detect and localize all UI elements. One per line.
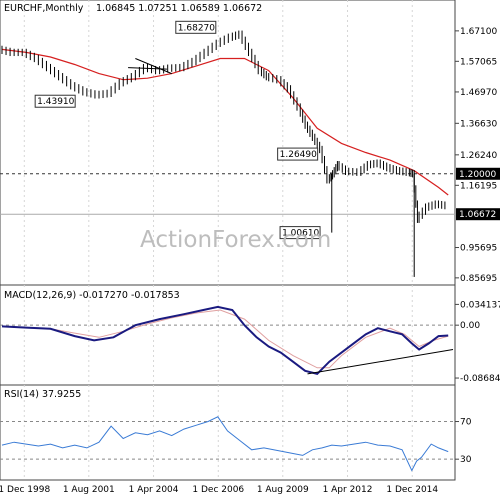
x-tick-label: 1 Aug 2001 — [63, 485, 115, 495]
price-layer: 1.20000 1.06672 1.68270 1.43910 1.26490 1.006… — [0, 20, 500, 277]
macd-trendline — [307, 349, 454, 375]
macd-line — [1, 305, 449, 376]
moving-average-line — [1, 48, 449, 196]
rsi-layer — [0, 416, 455, 472]
current-price-box — [456, 208, 500, 221]
price-y-tick-label: 1.36630 — [460, 119, 497, 129]
price-y-tick-label: 1.26240 — [460, 151, 497, 161]
price-annotation-box — [279, 226, 321, 240]
watermark-text: ActionForex.com — [140, 227, 331, 253]
rsi-y-tick-label: 30 — [460, 455, 472, 465]
price-annotation-label: 1.00610 — [282, 229, 319, 239]
x-tick-label: 1 Apr 2004 — [129, 485, 179, 495]
level-label: 1.20000 — [459, 170, 496, 180]
price-ohlc-header: 1.06845 1.07251 1.06589 1.06672 — [96, 3, 262, 14]
x-tick-label: 1 Dec 1998 — [0, 485, 50, 495]
price-annotation-box — [175, 20, 217, 34]
axis-layer: 1 Dec 1998 1 Aug 2001 1 Apr 2004 1 Dec 2006… — [0, 27, 500, 495]
rsi-line — [1, 416, 449, 472]
macd-layer — [0, 305, 455, 376]
price-annotation-label: 1.68270 — [178, 23, 215, 33]
level-label-box — [456, 167, 500, 180]
current-price-label: 1.06672 — [459, 210, 496, 220]
macd-title: MACD(12,26,9) -0.017270 -0.017853 — [4, 290, 180, 301]
price-annotation-box — [277, 147, 319, 161]
grid-layer — [23, 0, 413, 480]
triangle-lower-line — [135, 58, 172, 75]
macd-y-tick-label: 0.00 — [460, 321, 480, 331]
price-annotation-label: 1.26490 — [280, 150, 317, 160]
price-y-tick-label: 1.16195 — [460, 181, 497, 191]
rsi-title: RSI(14) 37.9255 — [4, 389, 81, 400]
price-y-tick-label: 0.85695 — [460, 274, 497, 284]
macd-signal-line — [1, 309, 449, 369]
price-y-tick-label: 1.57065 — [460, 57, 497, 67]
macd-y-tick-label: -0.086849 — [460, 374, 500, 384]
x-tick-label: 1 Dec 2014 — [386, 485, 438, 495]
price-annotation-label: 1.43910 — [37, 97, 74, 107]
macd-y-tick-label: 0.034137 — [460, 300, 500, 310]
price-y-tick-label: 1.67100 — [460, 27, 497, 37]
price-title: EURCHF,Monthly — [4, 3, 84, 14]
price-y-tick-label: 1.46970 — [460, 88, 497, 98]
rsi-y-tick-label: 70 — [460, 418, 472, 428]
price-y-tick-label: 0.95695 — [460, 244, 497, 254]
x-tick-label: 1 Dec 2006 — [192, 485, 244, 495]
rsi-panel-frame — [0, 384, 456, 481]
x-tick-label: 1 Apr 2012 — [323, 485, 373, 495]
price-annotation-box — [34, 94, 76, 108]
x-tick-label: 1 Aug 2009 — [257, 485, 309, 495]
